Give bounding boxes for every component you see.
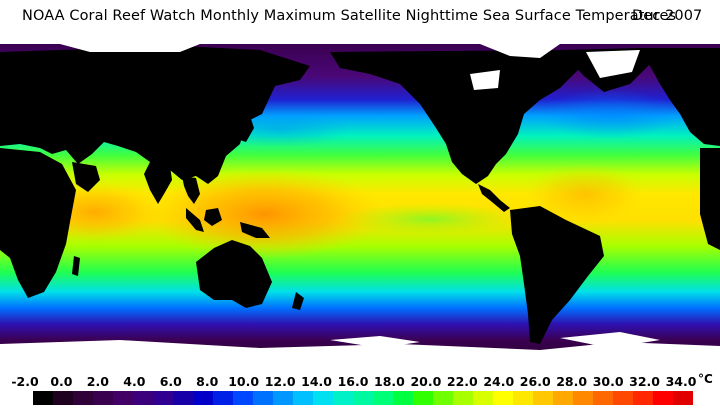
colorbar-swatch (633, 391, 653, 405)
arctic-ice-north-america (480, 44, 560, 58)
colorbar-tick-label: 26.0 (519, 374, 551, 389)
land-borneo (204, 208, 222, 226)
land-southeast-asia (182, 176, 200, 204)
colorbar-swatch (513, 391, 533, 405)
date-label: Dec 2007 (632, 8, 703, 24)
title-text: NOAA Coral Reef Watch Monthly Maximum Sa… (22, 8, 677, 24)
colorbar-swatch (393, 391, 413, 405)
colorbar-swatch (53, 391, 73, 405)
colorbar-tick-label: 0.0 (50, 374, 73, 389)
colorbar-tick-label: 34.0 (665, 374, 697, 389)
colorbar-swatch (233, 391, 253, 405)
land-indian-subcontinent (144, 162, 172, 204)
temperature-unit-label: °C (698, 372, 713, 386)
land-eurasia (0, 46, 310, 184)
land-europe-east (640, 48, 720, 146)
north-atlantic-current (540, 89, 680, 139)
arctic-ice-siberia (60, 44, 200, 52)
land-africa (0, 148, 76, 298)
land-new-guinea (240, 222, 270, 238)
colorbar-swatch (333, 391, 353, 405)
colorbar-tick-label: 10.0 (228, 374, 260, 389)
colorbar-tick-label: 20.0 (410, 374, 442, 389)
colorbar-tick-label: 18.0 (374, 374, 405, 389)
colorbar-swatch (133, 391, 153, 405)
land-sumatra (186, 208, 204, 232)
ross-sea-ice (330, 336, 420, 348)
colorbar-swatch (533, 391, 553, 405)
colorbar-tick-label: -2.0 (11, 374, 39, 389)
east-pacific-cold-tongue (335, 203, 525, 235)
arctic-ice-greenland (586, 50, 640, 78)
colorbar-swatch (433, 391, 453, 405)
hudson-bay-ice (470, 70, 500, 90)
land-south-america (510, 206, 604, 344)
colorbar-swatch (213, 391, 233, 405)
colorbar-tick-label: 12.0 (264, 374, 296, 389)
colorbar-tick-label: 14.0 (301, 374, 332, 389)
colorbar-tick-label: 2.0 (86, 374, 109, 389)
colorbar-swatch (313, 391, 333, 405)
colorbar-tick-label: 30.0 (592, 374, 624, 389)
colorbar-swatch (173, 391, 193, 405)
colorbar-swatch (573, 391, 593, 405)
colorbar-swatch (373, 391, 393, 405)
colorbar-swatch (33, 391, 53, 405)
figure-title: NOAA Coral Reef Watch Monthly Maximum Sa… (0, 8, 720, 30)
colorbar-swatch (653, 391, 673, 405)
land-central-america (478, 184, 510, 212)
colorbar-tick-labels: -2.0 0.0 2.0 4.0 6.0 8.0 10.0 12.0 14.0 16.0 18.0 2… (0, 372, 720, 390)
colorbar-tick-label: 6.0 (159, 374, 182, 389)
colorbar-swatch (493, 391, 513, 405)
colorbar-swatch (593, 391, 613, 405)
land-japan (240, 116, 254, 142)
colorbar-swatch (553, 391, 573, 405)
colorbar-tick-label: 8.0 (196, 374, 219, 389)
colorbar-swatch (93, 391, 113, 405)
land-west-africa-east-edge (700, 148, 720, 250)
colorbar-swatch (613, 391, 633, 405)
land-arabia (72, 162, 100, 192)
colorbar-swatch (353, 391, 373, 405)
colorbar-swatch (293, 391, 313, 405)
colorbar-swatch (193, 391, 213, 405)
colorbar-swatch (453, 391, 473, 405)
colorbar-swatch (73, 391, 93, 405)
antarctic-ice (0, 340, 720, 370)
colorbar-tick-label: 28.0 (556, 374, 588, 389)
colorbar-tick-label: 24.0 (483, 374, 515, 389)
colorbar-tick-label: 32.0 (629, 374, 660, 389)
colorbar-tick-label: 4.0 (123, 374, 146, 389)
temperature-colorbar (33, 391, 693, 405)
colorbar-swatch (113, 391, 133, 405)
atlantic-warm-area (525, 164, 645, 224)
land-australia (196, 240, 272, 308)
weddell-sea-ice (560, 332, 660, 348)
colorbar-swatch (253, 391, 273, 405)
colorbar-swatch (153, 391, 173, 405)
colorbar-swatch (413, 391, 433, 405)
sea-ice (0, 44, 720, 370)
sst-map (0, 44, 720, 370)
land-north-america (330, 50, 580, 184)
colorbar-swatch (673, 391, 693, 405)
colorbar-swatch (473, 391, 493, 405)
colorbar-tick-label: 22.0 (446, 374, 478, 389)
land-masses (0, 46, 720, 344)
land-new-zealand (292, 292, 304, 310)
western-pacific-warm-pool (145, 169, 385, 259)
land-madagascar (72, 256, 80, 276)
colorbar-tick-label: 16.0 (337, 374, 369, 389)
colorbar-swatch (273, 391, 293, 405)
